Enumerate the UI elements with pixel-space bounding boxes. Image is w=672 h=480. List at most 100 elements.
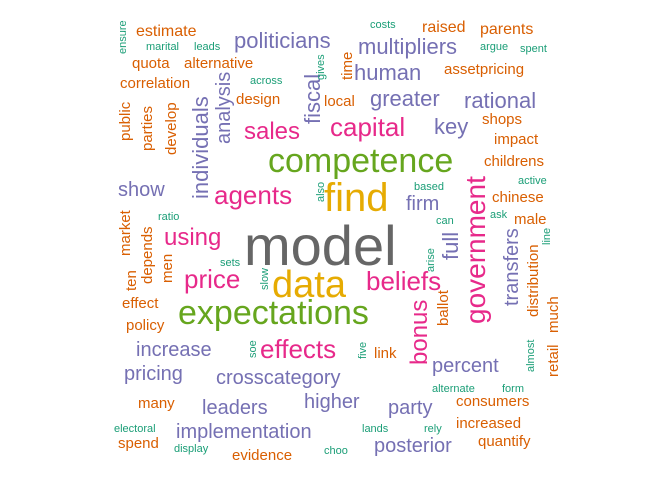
word-analysis: analysis: [213, 71, 235, 144]
word-spend: spend: [118, 435, 159, 452]
word-ask: ask: [490, 209, 508, 221]
word-transfers: transfers: [501, 228, 523, 306]
word-parties: parties: [139, 105, 156, 151]
word-market: market: [117, 210, 134, 256]
word-estimate: estimate: [136, 23, 197, 40]
word-across: across: [250, 75, 283, 87]
word-using: using: [164, 224, 222, 251]
word-policy: policy: [126, 317, 165, 334]
word-marital: marital: [146, 41, 180, 53]
word-also: also: [315, 181, 327, 202]
word-men: men: [159, 253, 176, 283]
word-much: much: [545, 296, 562, 333]
word-argue: argue: [480, 41, 509, 53]
word-gives: gives: [315, 54, 327, 80]
word-lands: lands: [362, 423, 389, 435]
word-parents: parents: [480, 21, 534, 38]
word-effect: effect: [122, 295, 159, 312]
word-soe: soe: [247, 340, 259, 358]
word-crosscategory: crosscategory: [216, 367, 341, 389]
word-costs: costs: [370, 19, 396, 31]
word-choo: choo: [324, 445, 348, 457]
word-form: form: [502, 383, 524, 395]
word-based: based: [414, 181, 444, 193]
word-multipliers: multipliers: [358, 34, 458, 59]
word-correlation: correlation: [120, 75, 191, 92]
word-leads: leads: [194, 41, 221, 53]
word-posterior: posterior: [374, 435, 452, 457]
word-human: human: [354, 60, 422, 85]
word-politicians: politicians: [234, 28, 331, 53]
word-electoral: electoral: [114, 423, 156, 435]
word-ballot: ballot: [435, 290, 452, 326]
word-shops: shops: [482, 111, 523, 128]
word-individuals: individuals: [188, 96, 213, 199]
word-link: link: [374, 345, 397, 362]
word-almost: almost: [525, 339, 537, 372]
word-find: find: [324, 176, 389, 220]
word-competence: competence: [268, 142, 454, 180]
word-government: government: [460, 176, 491, 324]
word-higher: higher: [304, 391, 360, 413]
word-chinese: chinese: [492, 189, 544, 206]
word-many: many: [138, 395, 175, 412]
word-leaders: leaders: [202, 397, 268, 419]
word-data: data: [272, 264, 346, 306]
word-sales: sales: [244, 118, 301, 145]
word-implementation: implementation: [176, 421, 312, 443]
word-public: public: [117, 101, 134, 141]
word-pricing: pricing: [124, 363, 183, 385]
word-price: price: [184, 264, 241, 294]
word-quantify: quantify: [478, 433, 531, 450]
word-quota: quota: [132, 55, 170, 72]
word-five: five: [357, 341, 369, 359]
word-expectations: expectations: [178, 294, 369, 332]
word-evidence: evidence: [232, 447, 293, 464]
word-firm: firm: [406, 193, 440, 215]
word-ratio: ratio: [158, 211, 180, 223]
word-rational: rational: [464, 88, 537, 113]
word-active: active: [518, 175, 547, 187]
word-increased: increased: [456, 415, 522, 432]
word-fiscal: fiscal: [300, 73, 325, 124]
word-effects: effects: [260, 334, 337, 364]
word-retail: retail: [545, 344, 562, 377]
word-childrens: childrens: [484, 153, 545, 170]
word-can: can: [436, 215, 454, 227]
word-capital: capital: [330, 112, 406, 142]
word-spent: spent: [520, 43, 547, 55]
word-assetpricing: assetpricing: [444, 61, 525, 78]
word-full: full: [438, 231, 463, 260]
word-slow: slow: [259, 267, 271, 290]
word-design: design: [236, 91, 281, 108]
word-rely: rely: [424, 423, 442, 435]
word-depends: depends: [139, 226, 156, 284]
word-model: model: [244, 214, 397, 277]
word-agents: agents: [214, 180, 293, 210]
word-alternate: alternate: [432, 383, 475, 395]
word-distribution: distribution: [525, 244, 542, 317]
word-bonus: bonus: [406, 299, 433, 365]
word-show: show: [118, 179, 165, 201]
word-party: party: [388, 397, 433, 419]
word-sets: sets: [220, 257, 241, 269]
word-alternative: alternative: [184, 55, 254, 72]
word-consumers: consumers: [456, 393, 530, 410]
word-ensure: ensure: [117, 20, 129, 54]
word-line: line: [541, 227, 553, 245]
word-display: display: [174, 443, 209, 455]
word-arise: arise: [425, 248, 437, 272]
word-time: time: [339, 51, 356, 80]
word-local: local: [324, 93, 355, 110]
word-greater: greater: [370, 86, 440, 111]
word-ten: ten: [123, 270, 140, 291]
word-increase: increase: [136, 339, 212, 361]
word-beliefs: beliefs: [366, 266, 442, 296]
word-percent: percent: [432, 355, 499, 377]
word-key: key: [434, 114, 469, 139]
word-raised: raised: [422, 19, 466, 36]
word-male: male: [514, 211, 547, 228]
word-develop: develop: [163, 102, 180, 155]
word-impact: impact: [494, 131, 539, 148]
